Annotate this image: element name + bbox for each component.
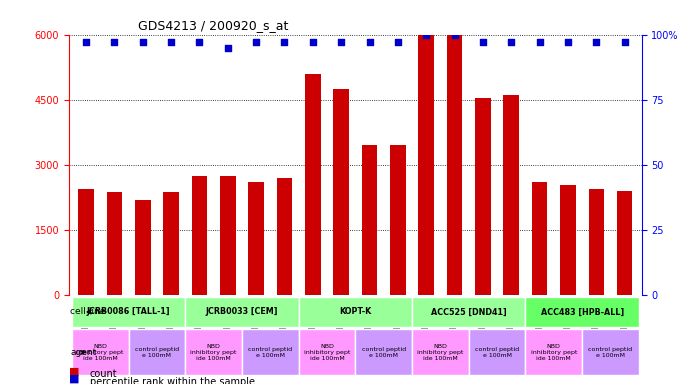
FancyBboxPatch shape	[526, 329, 582, 376]
Point	[222, 45, 233, 51]
Point	[591, 39, 602, 45]
Point	[109, 39, 120, 45]
FancyBboxPatch shape	[299, 297, 412, 327]
FancyBboxPatch shape	[526, 297, 639, 327]
Text: control peptid
e 100mM: control peptid e 100mM	[135, 347, 179, 358]
Text: percentile rank within the sample: percentile rank within the sample	[90, 377, 255, 384]
Bar	[106, 192, 122, 295]
Bar	[475, 98, 491, 295]
Point	[534, 39, 545, 45]
Point	[81, 39, 92, 45]
Text: control peptid
e 100mM: control peptid e 100mM	[248, 347, 293, 358]
Text: NBD
inhibitory pept
ide 100mM: NBD inhibitory pept ide 100mM	[77, 344, 124, 361]
Point	[449, 31, 460, 38]
Text: control peptid
e 100mM: control peptid e 100mM	[589, 347, 633, 358]
Point	[506, 39, 517, 45]
FancyBboxPatch shape	[469, 329, 526, 376]
FancyBboxPatch shape	[128, 329, 185, 376]
Bar	[78, 189, 94, 295]
Text: control peptid
e 100mM: control peptid e 100mM	[362, 347, 406, 358]
Text: agent: agent	[70, 348, 97, 357]
FancyBboxPatch shape	[412, 297, 526, 327]
Point	[166, 39, 177, 45]
Text: control peptid
e 100mM: control peptid e 100mM	[475, 347, 519, 358]
Bar	[617, 191, 633, 295]
Text: JCRB0086 [TALL-1]: JCRB0086 [TALL-1]	[87, 308, 170, 316]
Text: GDS4213 / 200920_s_at: GDS4213 / 200920_s_at	[138, 19, 288, 32]
FancyBboxPatch shape	[72, 297, 185, 327]
Text: ACC483 [HPB-ALL]: ACC483 [HPB-ALL]	[540, 308, 624, 316]
Bar	[447, 35, 462, 295]
Point	[364, 39, 375, 45]
Text: NBD
inhibitory pept
ide 100mM: NBD inhibitory pept ide 100mM	[531, 344, 577, 361]
FancyBboxPatch shape	[185, 297, 299, 327]
FancyBboxPatch shape	[72, 329, 128, 376]
Point	[137, 39, 148, 45]
Bar	[220, 176, 235, 295]
Point	[279, 39, 290, 45]
Bar	[192, 176, 207, 295]
Text: ACC525 [DND41]: ACC525 [DND41]	[431, 308, 506, 316]
Bar	[532, 182, 547, 295]
Bar	[277, 178, 293, 295]
Text: NBD
inhibitory pept
ide 100mM: NBD inhibitory pept ide 100mM	[304, 344, 351, 361]
Point	[562, 39, 573, 45]
Point	[307, 39, 318, 45]
Text: count: count	[90, 369, 117, 379]
Text: ■: ■	[69, 374, 79, 384]
Bar	[390, 146, 406, 295]
Point	[250, 39, 262, 45]
Text: JCRB0033 [CEM]: JCRB0033 [CEM]	[206, 308, 278, 316]
Bar	[248, 182, 264, 295]
Bar	[504, 96, 519, 295]
Bar	[135, 200, 150, 295]
FancyBboxPatch shape	[355, 329, 412, 376]
Bar	[305, 74, 321, 295]
Point	[194, 39, 205, 45]
Point	[393, 39, 404, 45]
Bar	[589, 189, 604, 295]
FancyBboxPatch shape	[242, 329, 299, 376]
Text: NBD
inhibitory pept
ide 100mM: NBD inhibitory pept ide 100mM	[190, 344, 237, 361]
FancyBboxPatch shape	[412, 329, 469, 376]
Text: NBD
inhibitory pept
ide 100mM: NBD inhibitory pept ide 100mM	[417, 344, 464, 361]
Text: ■: ■	[69, 366, 79, 376]
Bar	[560, 185, 575, 295]
FancyBboxPatch shape	[582, 329, 639, 376]
Point	[619, 39, 630, 45]
Bar	[418, 32, 434, 295]
Point	[421, 31, 432, 38]
Point	[335, 39, 346, 45]
Bar	[362, 146, 377, 295]
Bar	[333, 89, 349, 295]
Text: KOPT-K: KOPT-K	[339, 308, 371, 316]
Point	[477, 39, 489, 45]
Text: cell line: cell line	[70, 308, 106, 316]
FancyBboxPatch shape	[185, 329, 242, 376]
Bar	[164, 192, 179, 295]
FancyBboxPatch shape	[299, 329, 355, 376]
